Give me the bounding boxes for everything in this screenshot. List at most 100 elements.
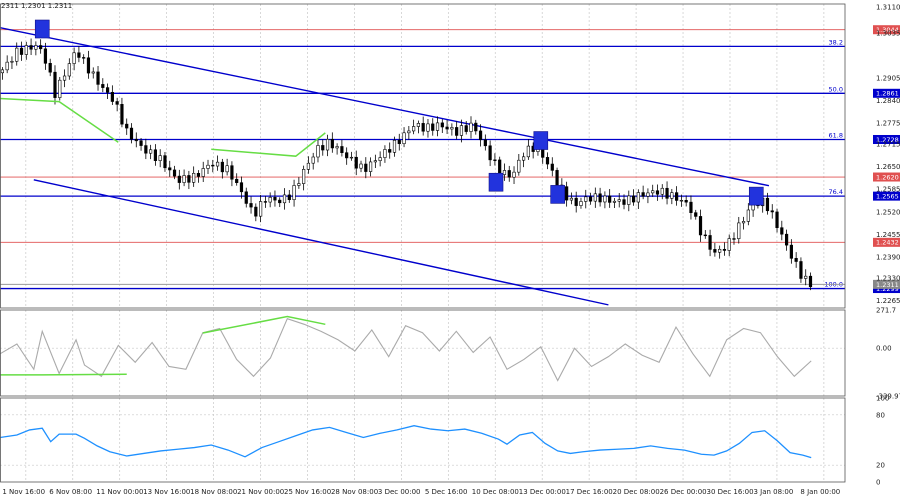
candle-body [110, 91, 114, 102]
candle-body [158, 155, 162, 161]
candle-body [565, 186, 569, 201]
candle-body [368, 161, 373, 172]
candle-body [96, 71, 100, 85]
candle-body [168, 167, 172, 171]
panel-frame [0, 309, 846, 397]
candle-body [172, 169, 177, 177]
candle-body [464, 125, 468, 132]
candle-body [713, 249, 717, 253]
candle-body [517, 159, 521, 173]
x-tick-label: 20 Dec 08:00 [613, 488, 660, 496]
candle-body [498, 159, 502, 175]
candle-body [325, 138, 330, 151]
candle-body [784, 233, 789, 246]
candle-body [665, 187, 669, 199]
candle-body [598, 193, 602, 203]
candle-body [316, 145, 320, 158]
rsi-tick-label: 0 [876, 479, 880, 487]
candle-body [230, 165, 234, 180]
candle-body [364, 163, 368, 172]
candle-body [345, 152, 349, 159]
candle-body [412, 126, 416, 132]
marker-box [34, 19, 50, 39]
candle-body [278, 199, 282, 204]
candle-body [775, 211, 779, 228]
price-label-box [873, 172, 900, 182]
candle-body [555, 170, 559, 186]
rsi-panel [0, 414, 845, 466]
candle-body [125, 123, 129, 129]
fib-label: 38.2 [829, 38, 843, 46]
cci-tick-label: -339.978 [876, 393, 900, 401]
candle-body [478, 130, 483, 141]
marker-box [550, 185, 566, 204]
x-tick-label: 5 Dec 16:00 [425, 488, 468, 496]
candle-body [651, 190, 655, 194]
candle-body [612, 200, 617, 203]
candle-body [646, 192, 650, 197]
y-tick-label: 1.2265 [876, 297, 900, 305]
price-label: 1.2728 [876, 136, 899, 144]
candle-body [163, 155, 167, 169]
cci-line [0, 317, 812, 382]
candle-body [383, 149, 387, 158]
y-tick-label: 1.2585 [876, 186, 900, 194]
candle-body [426, 123, 430, 132]
x-axis-ticks: 1 Nov 16:00 6 Nov 08:00 11 Nov 00:00 13 Nov… [2, 488, 840, 496]
candle-body [727, 238, 731, 251]
candle-body [569, 197, 574, 201]
candle-body [641, 192, 645, 197]
candle-body [134, 138, 138, 142]
price-label: 1.2311 [876, 281, 899, 289]
candle-body [10, 60, 14, 63]
candle-body [192, 172, 196, 183]
candle-body [521, 156, 526, 161]
candle-body [579, 201, 583, 206]
candle-body [187, 175, 191, 183]
candle-body [182, 175, 186, 183]
candle-body [177, 175, 181, 183]
candle-body [378, 157, 382, 161]
candle-body [354, 156, 358, 169]
price-label: 1.2861 [876, 90, 899, 98]
candle-body [402, 132, 406, 145]
y-tick-label: 1.2905 [876, 75, 900, 83]
x-tick-label: 3 Jan 08:00 [753, 488, 793, 496]
marker-box [533, 131, 549, 150]
candle-body [617, 199, 621, 202]
candle-body [675, 192, 679, 201]
candle-body [306, 162, 311, 170]
candle-body [239, 182, 244, 193]
candle-body [82, 57, 86, 59]
green-divergence-line [0, 97, 119, 143]
candle-body [435, 122, 440, 131]
price-label: 1.2565 [876, 193, 899, 201]
candle-body [273, 197, 277, 201]
candle-body [15, 47, 19, 62]
fib-label: 50.0 [829, 85, 843, 93]
candle-body [732, 238, 736, 240]
candle-body [708, 235, 712, 250]
candle-body [340, 146, 344, 153]
candle-body [34, 45, 38, 50]
x-tick-label: 21 Nov 00:00 [237, 488, 284, 496]
price-label-box [873, 134, 900, 144]
candle-body [488, 145, 492, 161]
candle-body [72, 52, 76, 64]
candle-body [120, 104, 124, 125]
candle-body [129, 127, 134, 140]
rsi-line [0, 425, 812, 459]
candle-body [206, 164, 210, 169]
price-label-box [873, 88, 900, 98]
candle-body [502, 170, 507, 175]
panel-frames [0, 3, 846, 483]
candle-body [550, 163, 554, 171]
candle-body [455, 127, 459, 136]
grid [25, 4, 825, 482]
cci-tick-label: 0.00 [876, 345, 892, 353]
x-tick-label: 26 Dec 00:00 [660, 488, 707, 496]
candle-body [105, 87, 110, 93]
marker-box [488, 172, 504, 192]
candle-body [268, 197, 272, 203]
y-tick-label: 1.2390 [876, 253, 900, 261]
